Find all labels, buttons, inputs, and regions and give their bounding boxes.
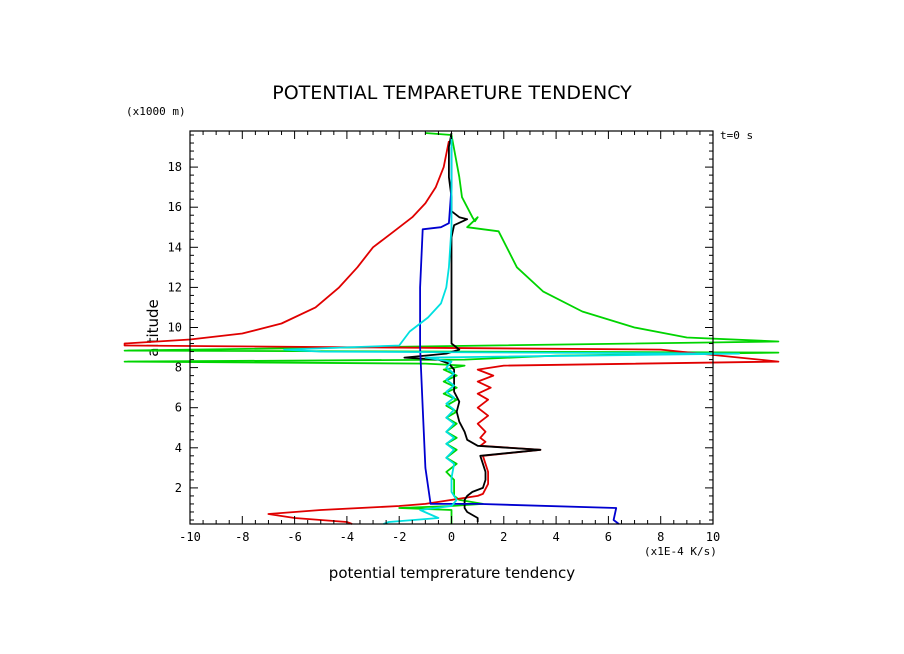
x-tick-label: -2 — [392, 530, 406, 544]
series-line-4 — [419, 147, 620, 525]
y-tick-label: 10 — [168, 321, 182, 335]
x-axis-label: potential temprerature tendency — [329, 564, 576, 582]
y-tick-label: 6 — [175, 401, 182, 415]
series-line-1 — [123, 132, 780, 524]
x-tick-label: -6 — [287, 530, 301, 544]
x-tick-label: -4 — [340, 530, 354, 544]
x-tick-label: -10 — [179, 530, 201, 544]
y-tick-label: 18 — [168, 160, 182, 174]
x-tick-label: -8 — [235, 530, 249, 544]
y-tick-label: 8 — [175, 361, 182, 375]
y-tick-label: 16 — [168, 200, 182, 214]
y-tick-label: 12 — [168, 280, 182, 294]
series-layer — [123, 132, 780, 525]
axes-layer: -10 -8 -6 -4 -2 0 2 4 6 8 10 2 4 6 8 10 12 14 16 18 — [168, 130, 720, 544]
x-tick-label: 2 — [500, 530, 507, 544]
y-tick-label: 4 — [175, 441, 182, 455]
x-tick-label: 6 — [605, 530, 612, 544]
series-line-3 — [403, 132, 542, 522]
x-tick-label: 0 — [448, 530, 455, 544]
x-tick-label: 4 — [552, 530, 559, 544]
chart-title: POTENTIAL TEMPARETURE TENDENCY — [272, 82, 632, 104]
time-label: t=0 s — [720, 129, 753, 142]
y-tick-label: 14 — [168, 240, 182, 254]
series-line-5 — [283, 137, 740, 525]
y-tick-label: 2 — [175, 481, 182, 495]
x-tick-label: 10 — [706, 530, 720, 544]
x-unit-label: (x1E-4 K/s) — [644, 545, 717, 558]
series-line-2 — [123, 140, 780, 525]
x-tick-label: 8 — [657, 530, 664, 544]
y-unit-label: (x1000 m) — [126, 105, 186, 118]
y-axis-label: altitude — [144, 299, 162, 357]
